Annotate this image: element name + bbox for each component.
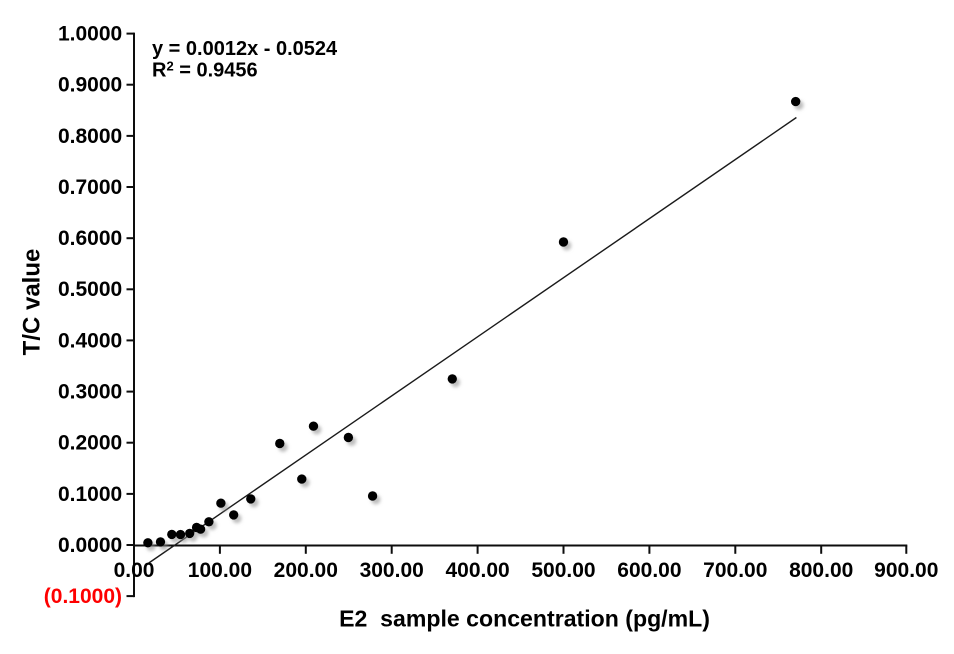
svg-text:600.00: 600.00 — [617, 559, 681, 582]
svg-text:1.0000: 1.0000 — [58, 23, 122, 46]
svg-text:800.00: 800.00 — [789, 559, 853, 582]
svg-text:0.3000: 0.3000 — [58, 381, 122, 404]
svg-text:R2 = 0.9456: R2 = 0.9456 — [152, 59, 258, 82]
svg-text:700.00: 700.00 — [703, 559, 767, 582]
svg-text:0.2000: 0.2000 — [58, 432, 122, 455]
svg-text:0.1000: 0.1000 — [58, 483, 122, 506]
svg-text:y = 0.0012x - 0.0524: y = 0.0012x - 0.0524 — [152, 38, 338, 60]
svg-text:400.00: 400.00 — [445, 559, 509, 582]
svg-text:(0.1000): (0.1000) — [44, 585, 122, 608]
svg-text:900.00: 900.00 — [874, 559, 938, 582]
svg-text:0.00: 0.00 — [114, 559, 155, 582]
svg-text:0.6000: 0.6000 — [58, 227, 122, 250]
svg-text:0.9000: 0.9000 — [58, 74, 122, 97]
svg-text:200.00: 200.00 — [274, 559, 338, 582]
svg-text:E2 sample concentration (pg/m: E2 sample concentration (pg/mL) — [339, 605, 710, 631]
svg-text:300.00: 300.00 — [360, 559, 424, 582]
svg-text:T/C value: T/C value — [19, 249, 46, 356]
svg-text:0.5000: 0.5000 — [58, 278, 122, 301]
svg-text:0.0000: 0.0000 — [58, 534, 122, 557]
svg-text:0.8000: 0.8000 — [58, 125, 122, 148]
svg-text:500.00: 500.00 — [531, 559, 595, 582]
svg-text:0.7000: 0.7000 — [58, 176, 122, 199]
svg-text:0.4000: 0.4000 — [58, 329, 122, 352]
svg-text:100.00: 100.00 — [188, 559, 252, 582]
